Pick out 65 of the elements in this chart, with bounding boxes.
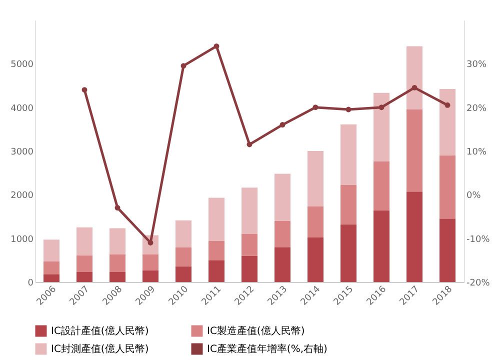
y-tick-label: 0 bbox=[28, 278, 34, 288]
bar bbox=[340, 185, 356, 224]
y-tick-label: 4000 bbox=[10, 104, 34, 114]
point bbox=[214, 43, 220, 49]
bar bbox=[44, 261, 60, 274]
bar bbox=[242, 188, 258, 234]
bar bbox=[274, 174, 290, 221]
bar bbox=[374, 161, 390, 210]
bar bbox=[142, 270, 158, 282]
bar bbox=[242, 234, 258, 256]
bar bbox=[76, 227, 92, 256]
bar bbox=[374, 210, 390, 282]
bar bbox=[440, 155, 456, 219]
bar bbox=[340, 124, 356, 186]
y2-tick-label: -10% bbox=[466, 234, 490, 245]
bar bbox=[406, 192, 422, 282]
legend-label: IC設計產值(億人民幣) bbox=[51, 325, 149, 337]
bar bbox=[208, 240, 224, 260]
bar bbox=[308, 206, 324, 238]
bar bbox=[76, 255, 92, 272]
bar bbox=[406, 110, 422, 192]
bar bbox=[440, 218, 456, 282]
bar bbox=[110, 272, 126, 282]
bar bbox=[110, 254, 126, 272]
point bbox=[280, 122, 286, 128]
point bbox=[412, 84, 418, 90]
point bbox=[180, 63, 186, 69]
point bbox=[346, 106, 352, 112]
point bbox=[246, 142, 252, 148]
bar bbox=[440, 88, 456, 156]
bar bbox=[110, 228, 126, 254]
legend-label: IC製造產值(億人民幣) bbox=[207, 325, 305, 337]
bar bbox=[340, 224, 356, 282]
bar bbox=[176, 248, 192, 266]
y2-tick-label: 20% bbox=[466, 104, 487, 114]
legend-label: IC封測產值(億人民幣) bbox=[51, 343, 149, 355]
y2-tick-label: 30% bbox=[466, 60, 487, 70]
bar bbox=[274, 247, 290, 282]
bar bbox=[208, 260, 224, 282]
y2-tick-label: 0% bbox=[466, 191, 482, 202]
point bbox=[82, 87, 88, 93]
y-tick-label: 5000 bbox=[10, 60, 34, 70]
y-tick-label: 1000 bbox=[10, 234, 34, 245]
bar bbox=[208, 198, 224, 241]
point bbox=[444, 102, 450, 108]
bar bbox=[76, 272, 92, 282]
bar bbox=[374, 92, 390, 162]
point bbox=[312, 104, 318, 110]
bar bbox=[142, 254, 158, 270]
bar bbox=[44, 274, 60, 282]
bar bbox=[308, 237, 324, 282]
y2-tick-label: -20% bbox=[466, 278, 490, 288]
bar bbox=[242, 256, 258, 282]
point bbox=[378, 104, 384, 110]
bar bbox=[176, 266, 192, 282]
bar bbox=[176, 220, 192, 248]
bar bbox=[44, 240, 60, 262]
y2-tick-label: 10% bbox=[466, 148, 487, 158]
bar bbox=[308, 151, 324, 206]
y-tick-label: 3000 bbox=[10, 148, 34, 158]
bar bbox=[406, 46, 422, 110]
legend-label: IC產業產值年增率(%,右軸) bbox=[207, 343, 328, 355]
bar bbox=[274, 220, 290, 248]
point bbox=[114, 205, 120, 210]
y-tick-label: 2000 bbox=[10, 191, 34, 202]
